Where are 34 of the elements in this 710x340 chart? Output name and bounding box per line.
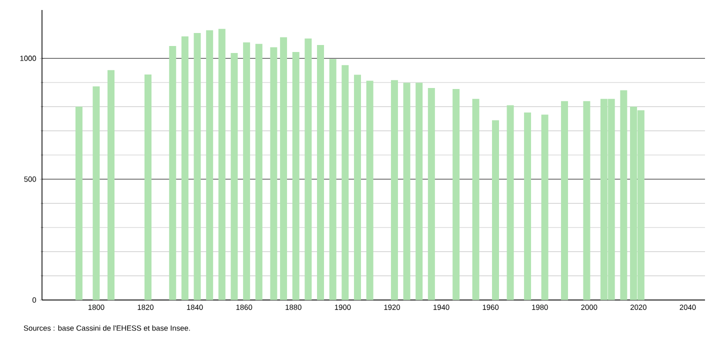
bar xyxy=(255,44,262,300)
bar xyxy=(194,32,201,300)
bar xyxy=(270,47,278,300)
bar xyxy=(92,86,100,300)
bar xyxy=(230,53,238,300)
bar xyxy=(329,59,336,300)
bar xyxy=(181,36,188,300)
bar xyxy=(403,82,410,300)
bar xyxy=(492,120,500,300)
bar xyxy=(472,98,480,300)
bar xyxy=(366,80,374,300)
bar xyxy=(108,70,115,300)
bar xyxy=(144,74,152,300)
bar xyxy=(169,46,176,300)
bar xyxy=(206,30,214,300)
bar xyxy=(354,74,361,300)
bar xyxy=(620,90,628,300)
bar xyxy=(75,106,82,300)
bar xyxy=(292,52,300,300)
bar xyxy=(342,65,349,300)
bar xyxy=(416,82,423,300)
bar xyxy=(304,38,312,300)
bar xyxy=(390,80,398,300)
bar xyxy=(541,114,548,300)
bar xyxy=(452,89,460,300)
bar xyxy=(524,112,532,300)
bar xyxy=(243,42,250,300)
bar xyxy=(280,37,288,300)
bar xyxy=(583,101,590,300)
bar xyxy=(561,101,568,300)
bar xyxy=(506,105,514,300)
bar xyxy=(317,45,324,300)
bar xyxy=(428,88,435,300)
bar xyxy=(218,28,226,300)
